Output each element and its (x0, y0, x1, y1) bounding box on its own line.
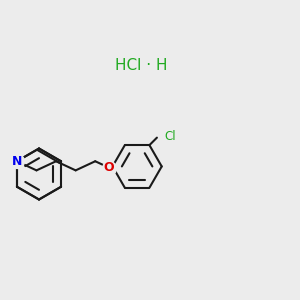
Text: Cl: Cl (164, 130, 176, 142)
Text: O: O (103, 161, 114, 174)
Text: N: N (12, 155, 22, 168)
Text: HCl · H: HCl · H (115, 58, 167, 74)
